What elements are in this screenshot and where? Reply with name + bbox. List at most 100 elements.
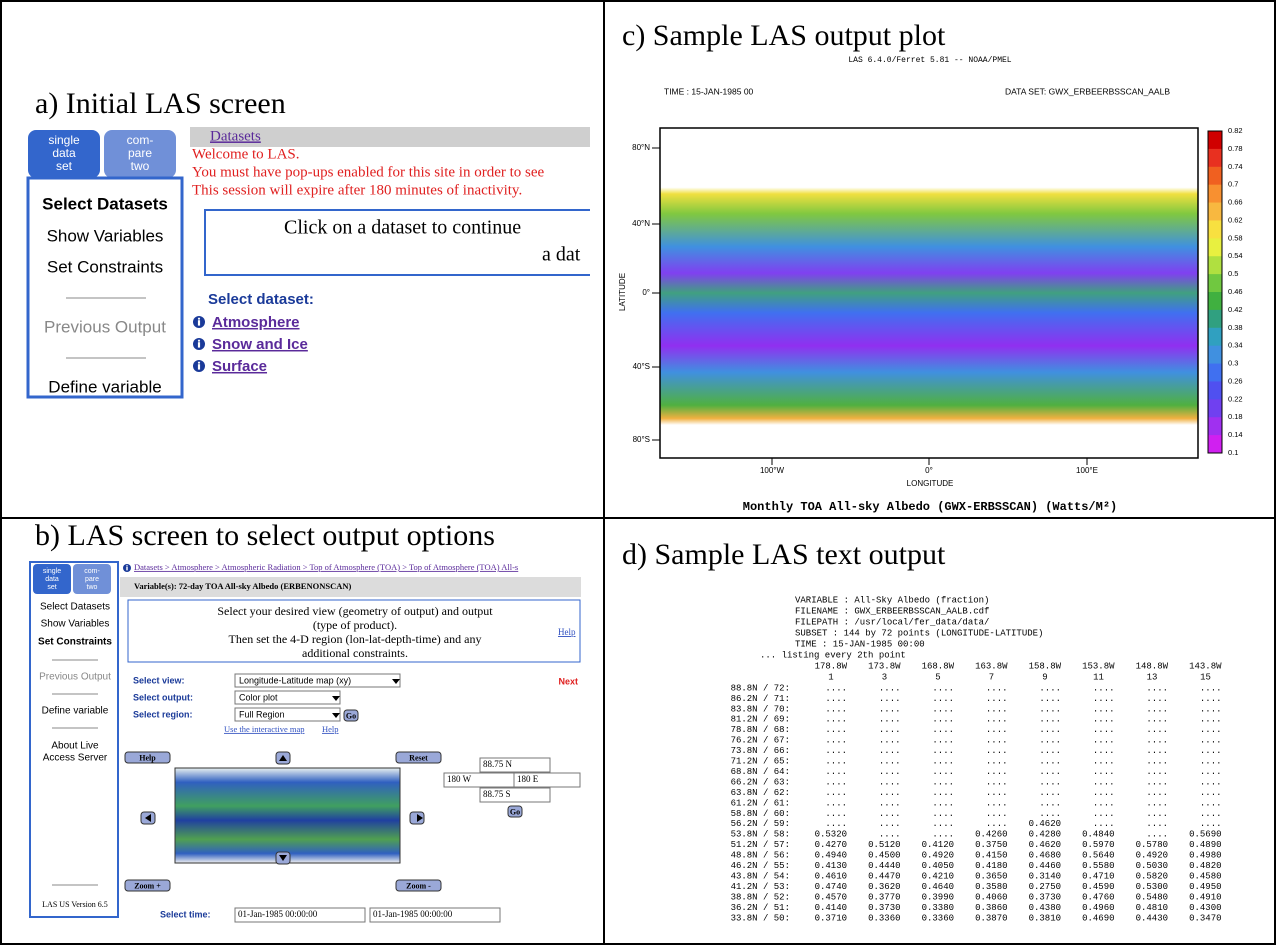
cell: 0.4300	[1189, 903, 1221, 913]
column-index: 11	[1093, 672, 1104, 682]
cell: 0.4590	[1082, 882, 1114, 892]
select-value: Longitude-Latitude map (xy)	[239, 675, 351, 685]
map-field	[660, 128, 1198, 458]
column-header: 158.8W	[1029, 661, 1062, 671]
cell: ....	[1200, 798, 1222, 808]
cell: 0.4960	[1082, 903, 1114, 913]
row-label: 46.2N / 55:	[731, 861, 790, 871]
cell: ....	[1093, 767, 1115, 777]
cell: 0.4060	[975, 892, 1007, 902]
nav-item[interactable]: Select Datasets	[42, 194, 168, 213]
row-label: 58.8N / 60:	[731, 809, 790, 819]
cell: ....	[932, 683, 954, 693]
field-label: Select view:	[133, 675, 185, 685]
cell: 0.5120	[868, 840, 900, 850]
dataset-link[interactable]: Surface	[212, 358, 267, 375]
colorbar-segment	[1208, 274, 1222, 292]
breadcrumb[interactable]: Datasets > Atmosphere > Atmospheric Radi…	[134, 562, 518, 572]
cell: ....	[1039, 725, 1061, 735]
cell: 0.5970	[1082, 840, 1114, 850]
column-index: 5	[935, 672, 940, 682]
cell: ....	[1146, 809, 1168, 819]
cell: 0.4150	[975, 851, 1007, 861]
plot-time: TIME : 15-JAN-1985 00	[664, 86, 754, 96]
cell: ....	[879, 830, 901, 840]
cell: ....	[1093, 777, 1115, 787]
panel-label: a) Initial LAS screen	[35, 87, 286, 120]
cell: ....	[932, 715, 954, 725]
colorbar-segment	[1208, 220, 1222, 238]
cell: ....	[825, 819, 847, 829]
column-index: 3	[882, 672, 887, 682]
cell: ....	[1039, 767, 1061, 777]
cell: ....	[1093, 798, 1115, 808]
colorbar-segment	[1208, 203, 1222, 221]
cell: ....	[1200, 819, 1222, 829]
cell: ....	[825, 704, 847, 714]
clip-edge	[581, 560, 602, 576]
cell: ....	[1039, 777, 1061, 787]
cell: 0.3620	[868, 882, 900, 892]
cell: ....	[1039, 788, 1061, 798]
cell: 0.4430	[1136, 913, 1168, 923]
cell: ....	[1200, 736, 1222, 746]
row-label: 71.2N / 65:	[731, 757, 790, 767]
nav-item[interactable]: Previous Output	[44, 317, 166, 336]
map-help-button-label: Help	[139, 753, 156, 762]
nav-item[interactable]: Select Datasets	[40, 602, 110, 613]
nav-item[interactable]: Define variable	[42, 706, 109, 717]
nav-item[interactable]: Previous Output	[39, 672, 111, 683]
cell: ....	[1146, 704, 1168, 714]
colorbar-label: 0.46	[1228, 287, 1243, 296]
cell: 0.5320	[815, 830, 847, 840]
cell: ....	[1146, 830, 1168, 840]
cell: 0.4270	[815, 840, 847, 850]
cell: ....	[879, 694, 901, 704]
nav-item[interactable]: Show Variables	[41, 619, 110, 630]
cell: 0.3360	[868, 913, 900, 923]
cell: ....	[825, 767, 847, 777]
cell: ....	[1039, 683, 1061, 693]
cell: 0.4120	[922, 840, 954, 850]
cell: ....	[879, 725, 901, 735]
cell: ....	[986, 819, 1008, 829]
map-link[interactable]: Use the interactive map	[224, 724, 304, 734]
dataset-link[interactable]: Atmosphere	[212, 314, 300, 331]
tab-label: com-	[127, 133, 154, 147]
cell: ....	[1146, 725, 1168, 735]
dataset-link[interactable]: Snow and Ice	[212, 336, 308, 353]
nav-item[interactable]: Access Server	[43, 753, 108, 764]
cell: 0.3470	[1189, 913, 1221, 923]
nav-item[interactable]: Set Constraints	[47, 257, 163, 276]
row-label: 33.8N / 50:	[731, 913, 790, 923]
nav-item[interactable]: Show Variables	[47, 226, 164, 245]
breadcrumb[interactable]: Datasets	[210, 128, 261, 144]
cell: ....	[932, 777, 954, 787]
cell: 0.4950	[1189, 882, 1221, 892]
help-link[interactable]: Help	[558, 627, 576, 637]
tab-label: com-	[84, 568, 100, 575]
map-link[interactable]: Help	[322, 724, 339, 734]
select-value: Color plot	[239, 692, 278, 702]
nav-item[interactable]: Define variable	[48, 377, 161, 396]
cell: 0.4140	[815, 903, 847, 913]
cell: 0.4280	[1029, 830, 1061, 840]
colorbar-segment	[1208, 292, 1222, 310]
cell: 0.4710	[1082, 871, 1114, 881]
select-value: 01-Jan-1985 00:00:00	[373, 909, 453, 919]
header-line: VARIABLE : All-Sky Albedo (fraction)	[795, 595, 989, 605]
nav-item[interactable]: About Live	[51, 741, 99, 752]
cell: ....	[825, 694, 847, 704]
message: Welcome to LAS.	[192, 146, 300, 162]
cell: ....	[879, 777, 901, 787]
colorbar-segment	[1208, 167, 1222, 185]
instruction: (type of product).	[313, 618, 397, 632]
cell: 0.4440	[868, 861, 900, 871]
cell: 0.5580	[1082, 861, 1114, 871]
nav-item[interactable]: Set Constraints	[38, 637, 112, 648]
next-link[interactable]: Next	[558, 676, 578, 686]
cell: ....	[825, 798, 847, 808]
cell: 0.5300	[1136, 882, 1168, 892]
cell: ....	[879, 767, 901, 777]
cell: 0.4470	[868, 871, 900, 881]
